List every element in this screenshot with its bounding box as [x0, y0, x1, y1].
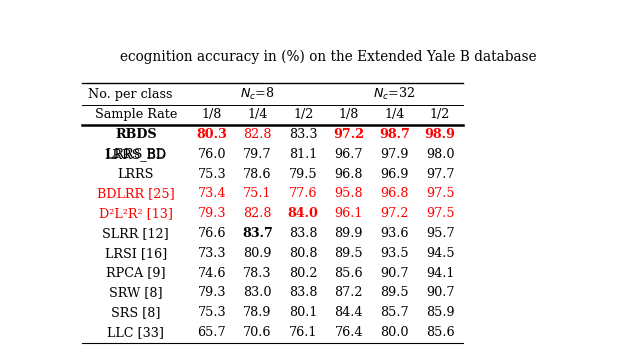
Text: 94.5: 94.5: [426, 247, 454, 260]
Text: 82.8: 82.8: [243, 207, 272, 220]
Text: 95.7: 95.7: [426, 227, 454, 240]
Text: BDLRR [25]: BDLRR [25]: [97, 187, 175, 200]
Text: 97.2: 97.2: [380, 207, 409, 220]
Text: 85.6: 85.6: [426, 326, 454, 339]
Text: 80.2: 80.2: [289, 267, 317, 280]
Text: 76.4: 76.4: [335, 326, 363, 339]
Text: 97.7: 97.7: [426, 168, 454, 181]
Text: 97.5: 97.5: [426, 207, 454, 220]
Text: 97.9: 97.9: [380, 148, 409, 161]
Text: 76.0: 76.0: [198, 148, 226, 161]
Text: 85.9: 85.9: [426, 306, 454, 319]
Text: 80.1: 80.1: [289, 306, 317, 319]
Text: 1/8: 1/8: [202, 108, 222, 121]
Text: 83.7: 83.7: [242, 227, 273, 240]
Text: LRRS: LRRS: [118, 168, 154, 181]
Text: 80.0: 80.0: [380, 326, 409, 339]
Text: SRW [8]: SRW [8]: [109, 286, 163, 300]
Text: 80.8: 80.8: [289, 247, 317, 260]
Text: 70.6: 70.6: [243, 326, 272, 339]
Text: 83.8: 83.8: [289, 227, 317, 240]
Text: 1/2: 1/2: [293, 108, 314, 121]
Text: 93.5: 93.5: [380, 247, 409, 260]
Text: 83.3: 83.3: [289, 128, 317, 141]
Text: RBDS: RBDS: [115, 128, 157, 141]
Text: 89.5: 89.5: [335, 247, 363, 260]
Text: 98.9: 98.9: [425, 128, 456, 141]
Text: Sample Rate: Sample Rate: [95, 108, 177, 121]
Text: 79.7: 79.7: [243, 148, 272, 161]
Text: 96.8: 96.8: [335, 168, 363, 181]
Text: 80.3: 80.3: [196, 128, 227, 141]
Text: 84.4: 84.4: [335, 306, 363, 319]
Text: 90.7: 90.7: [380, 267, 409, 280]
Text: 96.9: 96.9: [380, 168, 409, 181]
Text: 79.5: 79.5: [289, 168, 317, 181]
Text: 95.8: 95.8: [335, 187, 363, 200]
Text: 77.6: 77.6: [289, 187, 317, 200]
Text: LLC [33]: LLC [33]: [108, 326, 164, 339]
Text: 89.5: 89.5: [380, 286, 409, 300]
Text: 73.3: 73.3: [198, 247, 226, 260]
Text: 90.7: 90.7: [426, 286, 454, 300]
Text: 78.9: 78.9: [243, 306, 272, 319]
Text: 85.6: 85.6: [335, 267, 363, 280]
Text: 75.1: 75.1: [243, 187, 272, 200]
Text: 1/4: 1/4: [248, 108, 268, 121]
Text: 81.1: 81.1: [289, 148, 317, 161]
Text: 75.3: 75.3: [198, 306, 227, 319]
Text: RPCA [9]: RPCA [9]: [106, 267, 166, 280]
Text: 85.7: 85.7: [380, 306, 409, 319]
Text: 94.1: 94.1: [426, 267, 454, 280]
Text: 65.7: 65.7: [198, 326, 227, 339]
Text: 87.2: 87.2: [335, 286, 363, 300]
Text: $N_c$=32: $N_c$=32: [373, 86, 416, 102]
Text: $N_c$=8: $N_c$=8: [240, 86, 275, 102]
Text: 76.6: 76.6: [198, 227, 226, 240]
Text: 93.6: 93.6: [380, 227, 409, 240]
Text: 98.0: 98.0: [426, 148, 454, 161]
Text: 75.3: 75.3: [198, 168, 227, 181]
Text: 76.1: 76.1: [289, 326, 317, 339]
Text: 80.9: 80.9: [243, 247, 272, 260]
Text: SLRR [12]: SLRR [12]: [102, 227, 169, 240]
Text: 98.7: 98.7: [379, 128, 410, 141]
Text: LRRS BD: LRRS BD: [106, 148, 166, 161]
Text: 1/4: 1/4: [384, 108, 404, 121]
Text: LRSI [16]: LRSI [16]: [105, 247, 167, 260]
Text: 82.8: 82.8: [243, 128, 272, 141]
Text: ecognition accuracy in (%) on the Extended Yale B database: ecognition accuracy in (%) on the Extend…: [120, 50, 536, 64]
Text: 96.7: 96.7: [335, 148, 363, 161]
Text: 1/8: 1/8: [339, 108, 359, 121]
Text: D²L²R² [13]: D²L²R² [13]: [99, 207, 173, 220]
Text: 89.9: 89.9: [335, 227, 363, 240]
Text: 78.6: 78.6: [243, 168, 272, 181]
Text: SRS [8]: SRS [8]: [111, 306, 161, 319]
Text: 83.0: 83.0: [243, 286, 272, 300]
Text: LRRS_BD: LRRS_BD: [105, 148, 167, 161]
Text: 97.2: 97.2: [333, 128, 364, 141]
Text: 97.5: 97.5: [426, 187, 454, 200]
Text: 1/2: 1/2: [430, 108, 451, 121]
Text: 79.3: 79.3: [198, 207, 226, 220]
Text: 79.3: 79.3: [198, 286, 226, 300]
Text: 96.1: 96.1: [335, 207, 363, 220]
Text: 96.8: 96.8: [380, 187, 409, 200]
Text: 78.3: 78.3: [243, 267, 272, 280]
Text: 84.0: 84.0: [288, 207, 319, 220]
Text: 73.4: 73.4: [198, 187, 226, 200]
Text: 74.6: 74.6: [198, 267, 226, 280]
Text: No. per class: No. per class: [88, 88, 173, 101]
Text: 83.8: 83.8: [289, 286, 317, 300]
